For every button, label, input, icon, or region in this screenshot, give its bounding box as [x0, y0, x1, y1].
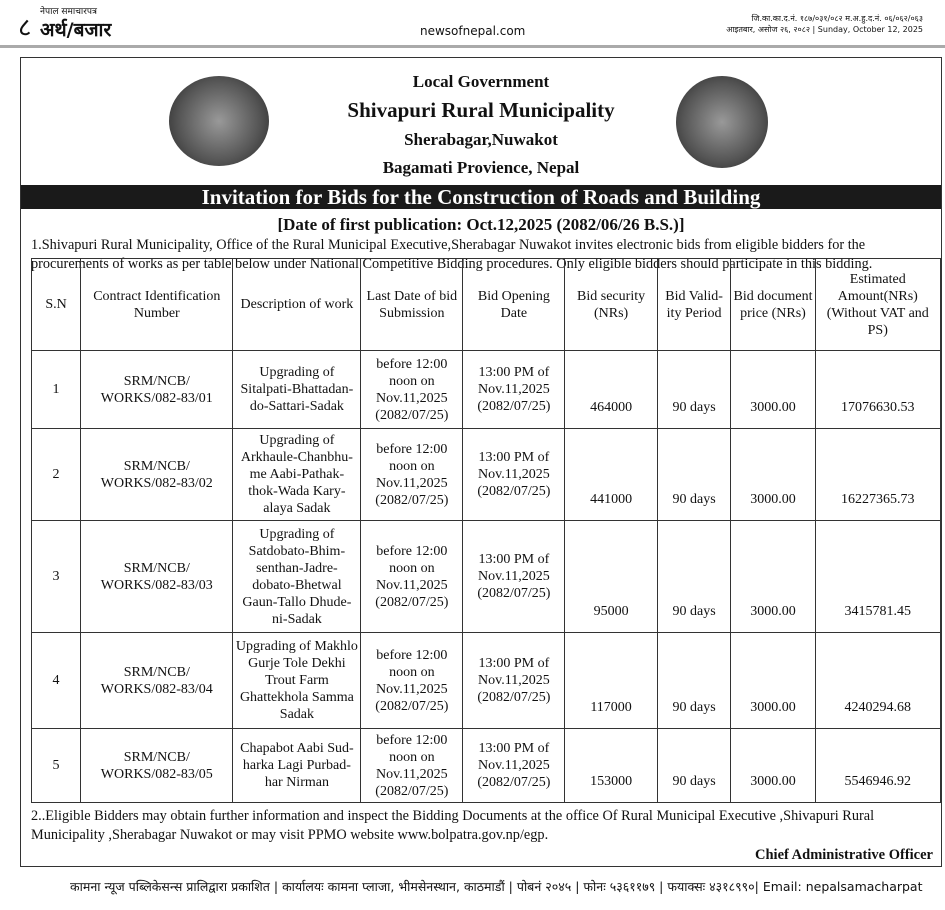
municipality-seal-logo: [676, 76, 768, 168]
table-cell: SRM/NCB/ WORKS/082-83/01: [80, 350, 234, 429]
table-cell: 13:00 PM of Nov.11,2025 (2082/07/25): [462, 728, 566, 803]
table-cell: before 12:00 noon on Nov.11,2025 (2082/0…: [360, 728, 464, 803]
table-cell: 13:00 PM of Nov.11,2025 (2082/07/25): [462, 520, 566, 633]
table-cell: 3000.00: [730, 728, 816, 803]
table-cell: 441000: [564, 428, 658, 521]
table-cell: 3415781.45: [814, 520, 942, 633]
table-cell: 3000.00: [730, 350, 816, 429]
table-cell: Upgrading of Arkhaule-Chanbhu-me Aabi-Pa…: [232, 428, 362, 521]
table-row: 5 SRM/NCB/ WORKS/082-83/05 Chapabot Aabi S…: [30, 728, 942, 803]
table-cell: SRM/NCB/ WORKS/082-83/02: [80, 428, 234, 521]
table-row: 1 SRM/NCB/ WORKS/082-83/01 Upgrading of Si…: [30, 350, 942, 429]
table-cell: Upgrading of Makhlo Gurje Tole Dekhi Tro…: [232, 632, 362, 729]
table-row: 3 SRM/NCB/ WORKS/082-83/03 Upgrading of Sa…: [30, 520, 942, 633]
table-cell: Upgrading of Sitalpati-Bhattadan-do-Satt…: [232, 350, 362, 429]
table-cell: 95000: [564, 520, 658, 633]
table-header-row: S.N Contract Identification Number Descrip…: [30, 258, 942, 351]
reg-line: जि.का.का.द.नं. १८७/०३१/०८२ म.अ.हु.द.नं. …: [751, 14, 923, 23]
table-cell: 13:00 PM of Nov.11,2025 (2082/07/25): [462, 428, 566, 521]
table-cell: 3000.00: [730, 520, 816, 633]
column-header: Contract Identification Number: [80, 258, 234, 351]
table-cell: 90 days: [656, 728, 732, 803]
paragraph-2-end: .: [544, 827, 549, 843]
paper-name: अर्थ/बजार: [40, 19, 112, 41]
table-cell: 90 days: [656, 428, 732, 521]
table-cell: 90 days: [656, 520, 732, 633]
table-cell: Upgrading of Satdobato-Bhim-senthan-Jadr…: [232, 520, 362, 633]
registration-info: जि.का.का.द.नं. १८७/०३१/०८२ म.अ.हु.द.नं. …: [726, 13, 923, 35]
paragraph-2: 2..Eligible Bidders may obtain further i…: [31, 807, 936, 845]
table-cell: 464000: [564, 350, 658, 429]
masthead: ८ नेपाल समाचारपत्र अर्थ/बजार newsofnepal…: [0, 0, 945, 48]
table-cell: 3: [30, 520, 82, 633]
table-cell: 16227365.73: [814, 428, 942, 521]
paragraph-2-text: 2..Eligible Bidders may obtain further i…: [31, 808, 875, 843]
table-row: 4 SRM/NCB/ WORKS/082-83/04 Upgrading of Ma…: [30, 632, 942, 729]
table-cell: 4240294.68: [814, 632, 942, 729]
table-cell: 3000.00: [730, 632, 816, 729]
page-number: ८: [18, 13, 32, 43]
notice-title: Invitation for Bids for the Construction…: [21, 185, 941, 209]
footer-imprint: कामना न्यूज पब्लिकेसन्स प्रालिद्वारा प्र…: [70, 879, 923, 894]
column-header: Last Date of bid Submission: [360, 258, 464, 351]
table-cell: 153000: [564, 728, 658, 803]
table-cell: Chapabot Aabi Sud-harka Lagi Purbad-har …: [232, 728, 362, 803]
table-cell: 1: [30, 350, 82, 429]
table-cell: 5: [30, 728, 82, 803]
ppmo-link[interactable]: www.bolpatra.gov.np/egp: [397, 827, 545, 843]
nepal-emblem-logo: [169, 76, 269, 166]
table-cell: SRM/NCB/ WORKS/082-83/05: [80, 728, 234, 803]
notice-municipality: Shivapuri Rural Municipality: [347, 98, 615, 122]
column-header: S.N: [30, 258, 82, 351]
table-cell: 17076630.53: [814, 350, 942, 429]
table-cell: 13:00 PM of Nov.11,2025 (2082/07/25): [462, 350, 566, 429]
column-header: Bid security (NRs): [564, 258, 658, 351]
bid-notice: Local Government Shivapuri Rural Municip…: [20, 57, 942, 867]
signatory: Chief Administrative Officer: [755, 847, 933, 863]
table-cell: 4: [30, 632, 82, 729]
table-cell: 5546946.92: [814, 728, 942, 803]
table-row: 2 SRM/NCB/ WORKS/082-83/02 Upgrading of Ar…: [30, 428, 942, 521]
table-cell: 90 days: [656, 350, 732, 429]
table-cell: 90 days: [656, 632, 732, 729]
table-cell: SRM/NCB/ WORKS/082-83/03: [80, 520, 234, 633]
table-cell: 2: [30, 428, 82, 521]
table-cell: before 12:00 noon on Nov.11,2025 (2082/0…: [360, 520, 464, 633]
column-header: Estimated Amount(NRs) (Without VAT and P…: [814, 258, 942, 351]
table-cell: before 12:00 noon on Nov.11,2025 (2082/0…: [360, 350, 464, 429]
table-cell: 3000.00: [730, 428, 816, 521]
paper-small-name: नेपाल समाचारपत्र: [40, 7, 98, 17]
column-header: Bid document price (NRs): [730, 258, 816, 351]
column-header: Description of work: [232, 258, 362, 351]
notice-province: Bagamati Provience, Nepal: [382, 158, 580, 177]
notice-address: Sherabagar,Nuwakot: [404, 130, 558, 149]
site-logo: newsofnepal.com: [420, 24, 526, 38]
date-line: आइतबार, असोज २६, २०८२ | Sunday, October …: [726, 25, 923, 34]
table-cell: SRM/NCB/ WORKS/082-83/04: [80, 632, 234, 729]
column-header: Bid Opening Date: [462, 258, 566, 351]
column-header: Bid Valid-ity Period: [656, 258, 732, 351]
table-cell: 117000: [564, 632, 658, 729]
bid-table: S.N Contract Identification Number Descrip…: [30, 258, 942, 803]
publication-date: [Date of first publication: Oct.12,2025 …: [277, 215, 685, 234]
table-cell: before 12:00 noon on Nov.11,2025 (2082/0…: [360, 428, 464, 521]
notice-line1: Local Government: [412, 72, 550, 91]
table-cell: 13:00 PM of Nov.11,2025 (2082/07/25): [462, 632, 566, 729]
table-cell: before 12:00 noon on Nov.11,2025 (2082/0…: [360, 632, 464, 729]
